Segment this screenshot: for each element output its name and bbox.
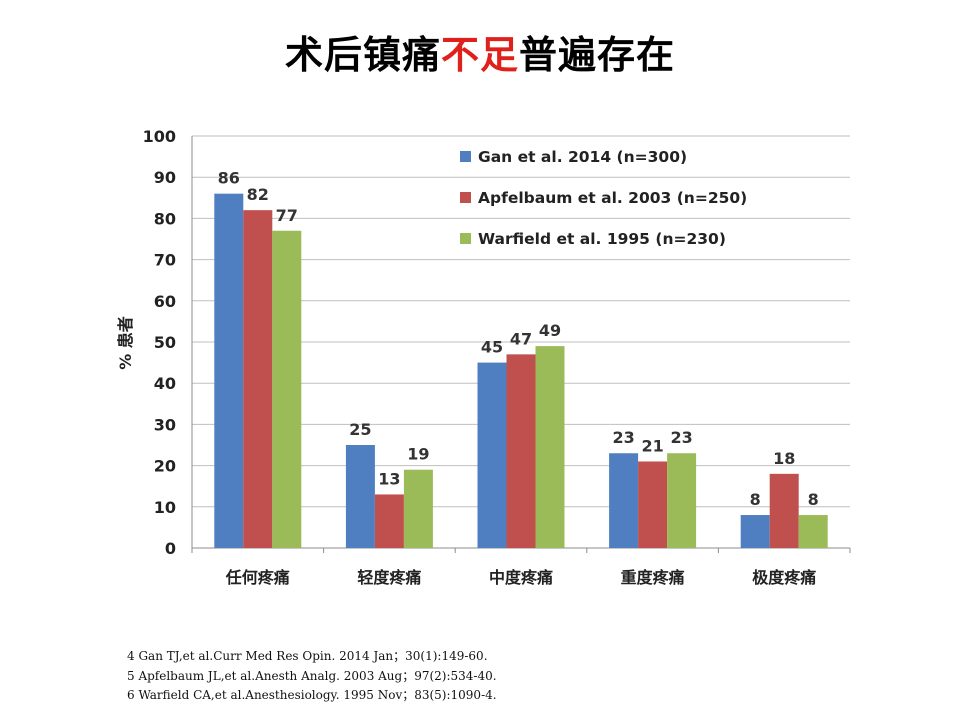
bar xyxy=(374,494,404,548)
title-text-part2: 普遍存在 xyxy=(519,33,676,77)
bar xyxy=(769,473,799,548)
data-label: 23 xyxy=(670,428,692,447)
x-tick-label: 极度疼痛 xyxy=(752,568,816,587)
y-tick-label: 10 xyxy=(154,498,176,517)
data-label: 13 xyxy=(378,469,400,488)
data-label: 23 xyxy=(612,428,634,447)
title-text-part1: 术后镇痛 xyxy=(284,33,441,77)
x-tick-label: 轻度疼痛 xyxy=(357,568,421,587)
reference-line: 6 Warfield CA,et al.Anesthesiology. 1995… xyxy=(127,688,497,702)
data-label: 25 xyxy=(349,420,371,439)
data-label: 8 xyxy=(808,490,819,509)
reference-line: 5 Apfelbaum JL,et al.Anesth Analg. 2003 … xyxy=(127,668,497,683)
y-tick-label: 50 xyxy=(154,333,176,352)
legend: Gan et al. 2014 (n=300) Apfelbaum et al. … xyxy=(460,148,747,248)
y-tick-label: 90 xyxy=(154,168,176,187)
legend-swatch xyxy=(460,151,471,162)
bar xyxy=(403,469,433,548)
bar xyxy=(798,515,828,548)
x-tick-label: 任何疼痛 xyxy=(225,568,290,587)
bar xyxy=(214,193,244,548)
legend-label: Apfelbaum et al. 2003 (n=250) xyxy=(478,189,747,207)
references: 4 Gan TJ,et al.Curr Med Res Opin. 2014 J… xyxy=(127,647,497,706)
y-tick-label: 70 xyxy=(154,251,176,270)
bar-chart: 0 10 20 30 40 50 60 70 80 90 100 任何疼痛 轻度疼痛 中度疼痛 重度疼痛 极度… xyxy=(116,127,851,587)
bar xyxy=(535,346,565,548)
data-label: 82 xyxy=(247,185,269,204)
legend-swatch xyxy=(460,192,471,203)
y-tick-label: 100 xyxy=(143,127,176,146)
data-label: 8 xyxy=(750,490,761,509)
bars xyxy=(214,193,828,548)
data-label: 49 xyxy=(539,321,561,340)
y-tick-label: 40 xyxy=(154,374,176,393)
reference-line: 4 Gan TJ,et al.Curr Med Res Opin. 2014 J… xyxy=(127,649,488,663)
title-highlight-text: 不足 xyxy=(440,33,519,77)
bar xyxy=(243,210,273,548)
bar xyxy=(345,445,375,548)
bar xyxy=(609,453,639,548)
y-tick-label: 60 xyxy=(154,292,176,311)
bar xyxy=(638,461,668,548)
bar xyxy=(506,354,536,548)
data-label: 47 xyxy=(510,329,532,348)
legend-label: Warfield et al. 1995 (n=230) xyxy=(478,230,726,248)
y-tick-label: 0 xyxy=(165,539,176,558)
y-tick-label: 20 xyxy=(154,457,176,476)
y-tick-label: 30 xyxy=(154,415,176,434)
data-label: 86 xyxy=(218,169,240,188)
data-labels: 86 82 77 25 13 19 45 47 49 23 21 23 8 18 8 xyxy=(218,169,819,509)
data-label: 45 xyxy=(481,338,503,357)
bar xyxy=(477,362,507,548)
bar xyxy=(740,515,770,548)
legend-label: Gan et al. 2014 (n=300) xyxy=(478,148,687,166)
x-tick-label: 中度疼痛 xyxy=(489,568,553,587)
data-label: 18 xyxy=(773,449,795,468)
slide-title: 术后镇痛不足普遍存在 xyxy=(0,24,960,79)
y-tick-label: 80 xyxy=(154,209,176,228)
bar xyxy=(272,230,302,548)
legend-swatch xyxy=(460,233,471,244)
data-label: 21 xyxy=(641,436,663,455)
bar xyxy=(667,453,697,548)
data-label: 19 xyxy=(407,445,429,464)
axes: 0 10 20 30 40 50 60 70 80 90 100 任何疼痛 轻度疼痛 中度疼痛 重度疼痛 极度… xyxy=(143,127,851,587)
x-tick-label: 重度疼痛 xyxy=(621,568,685,587)
y-axis-title: % 患者 xyxy=(116,316,135,370)
data-label: 77 xyxy=(276,206,298,225)
